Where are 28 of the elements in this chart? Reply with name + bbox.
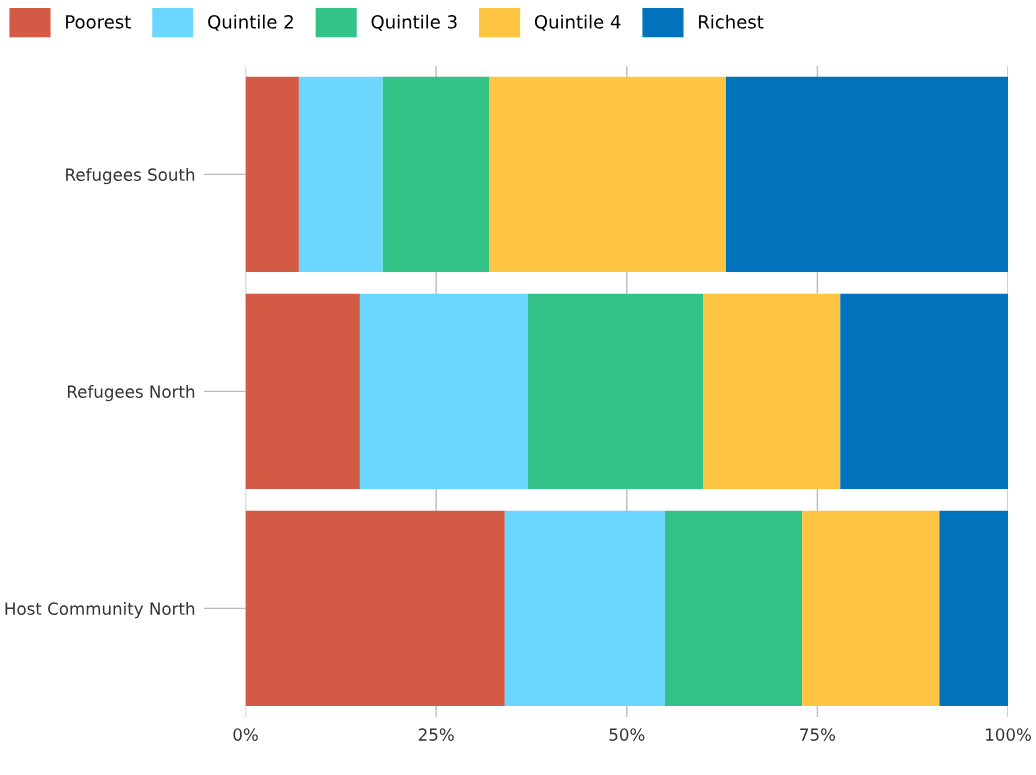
legend-label: Quintile 4 bbox=[534, 14, 621, 31]
bar bbox=[725, 76, 1009, 273]
bar bbox=[703, 293, 841, 490]
x-tick-label: 0% bbox=[233, 728, 258, 741]
bar bbox=[802, 510, 940, 707]
bar bbox=[298, 76, 383, 273]
bar bbox=[245, 293, 360, 490]
y-tick-label: Refugees South bbox=[66, 168, 195, 185]
bar bbox=[382, 76, 490, 273]
legend-label: Poorest bbox=[66, 15, 131, 29]
x-tick-label: 25% bbox=[418, 728, 454, 741]
bar bbox=[359, 293, 528, 490]
bar bbox=[939, 510, 1009, 707]
bar bbox=[664, 510, 803, 707]
x-tick-label: 75% bbox=[800, 728, 836, 741]
bar bbox=[245, 510, 505, 707]
legend-label: Quintile 3 bbox=[371, 14, 457, 31]
bar bbox=[504, 510, 665, 707]
x-tick-label: 50% bbox=[609, 728, 645, 741]
bar bbox=[489, 76, 726, 273]
bar bbox=[527, 293, 704, 490]
y-tick-label: Refugees North bbox=[67, 385, 195, 402]
y-tick-label: Host Community North bbox=[5, 602, 195, 619]
x-tick-label: 100% bbox=[986, 728, 1031, 741]
legend-label: Richest bbox=[699, 14, 764, 29]
bar bbox=[840, 293, 1009, 490]
bar bbox=[245, 76, 299, 273]
legend-label: Quintile 2 bbox=[208, 14, 293, 31]
